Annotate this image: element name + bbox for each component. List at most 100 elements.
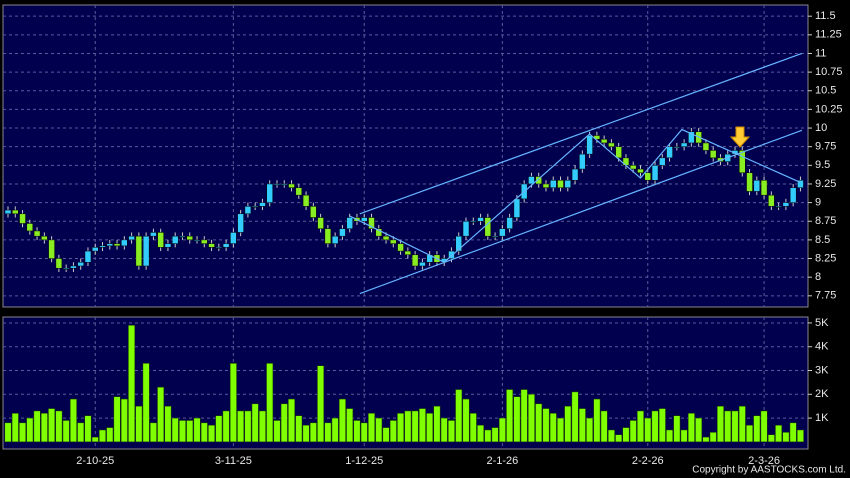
candle-body [491, 235, 499, 238]
candle-body [164, 243, 172, 248]
volume-bar [360, 422, 368, 443]
candle-body [339, 228, 346, 237]
candle-body [281, 183, 288, 186]
candle-body [753, 179, 761, 192]
volume-bar [186, 420, 194, 443]
candle-body [470, 220, 477, 223]
volume-bar [651, 410, 659, 443]
candle-body [709, 150, 717, 159]
candle-body [455, 235, 462, 252]
candle-body [19, 213, 26, 224]
candle-body [608, 142, 615, 147]
candle-body [462, 220, 470, 237]
candle-body [70, 265, 77, 269]
candle-body [659, 157, 666, 166]
volume-bar [77, 422, 85, 443]
candle-body [499, 228, 506, 237]
volume-bar [607, 429, 615, 443]
candle-body [266, 183, 273, 203]
volume-bar [586, 417, 594, 443]
volume-bar [368, 413, 375, 443]
volume-bar [695, 417, 703, 443]
volume-bar [491, 427, 499, 443]
x-tick-label: 1-12-25 [345, 455, 383, 467]
volume-bar [120, 398, 128, 443]
volume-bar [687, 413, 695, 443]
candle-body [128, 235, 135, 241]
volume-bar [55, 410, 63, 443]
volume-bar [338, 398, 346, 443]
y-tick-label: 11 [815, 47, 826, 59]
y-tick-label: 9.5 [815, 159, 830, 171]
candle-body [629, 165, 637, 170]
volume-bar [789, 422, 797, 443]
volume-bar [535, 403, 543, 443]
price-panel [2, 4, 809, 308]
candle-body [55, 258, 63, 269]
volume-bar [782, 432, 790, 443]
candle-body [324, 228, 332, 244]
candle-body [600, 138, 608, 144]
candle-body [557, 179, 564, 188]
volume-bar [295, 415, 303, 443]
candle-body [571, 168, 579, 181]
volume-bar [644, 417, 652, 443]
volume-bar [4, 422, 12, 443]
volume-bar [404, 410, 412, 443]
candle-body [135, 235, 143, 267]
volume-bar [157, 386, 165, 443]
candle-body [564, 179, 572, 188]
volume-bar [622, 427, 630, 443]
y-tick-label: 10.5 [815, 85, 836, 97]
trend-line [359, 52, 803, 215]
volume-bar [658, 408, 666, 443]
volume-bar [455, 389, 463, 443]
candle-body [222, 243, 230, 248]
candle-body [41, 235, 48, 241]
candle-body [739, 150, 746, 174]
candle-body [77, 262, 84, 267]
volume-bar [593, 398, 601, 443]
candle-body [273, 183, 281, 186]
volume-bar [506, 389, 514, 443]
volume-bar [259, 410, 266, 443]
candle-body [4, 209, 12, 215]
y-tick-label: 9.25 [815, 178, 836, 190]
volume-bar [462, 398, 470, 443]
candle-body [484, 217, 492, 237]
y-tick-label: 3K [815, 364, 829, 376]
candle-body [360, 217, 368, 222]
candle-body [251, 206, 259, 208]
candle-body [62, 267, 70, 270]
x-tick-label: 2-3-26 [748, 455, 780, 467]
candle-body [528, 176, 535, 185]
x-tick-label: 2-10-25 [76, 455, 114, 467]
candle-body [84, 250, 92, 263]
volume-bar [171, 417, 179, 443]
y-tick-label: 9.75 [815, 141, 836, 153]
candle-body [477, 217, 484, 222]
volume-bar [724, 410, 732, 443]
candle-body [171, 235, 179, 244]
volume-bar [775, 424, 783, 443]
y-tick-label: 5K [815, 317, 829, 329]
volume-bar [331, 417, 339, 443]
volume-bar [448, 420, 455, 443]
volume-bar [266, 363, 274, 443]
candle-body [680, 142, 688, 147]
volume-bar [411, 410, 419, 443]
candle-body [295, 187, 303, 196]
y-tick-label: 8 [815, 271, 821, 283]
volume-bar [346, 408, 354, 443]
candle-body [775, 206, 782, 208]
candle-body [615, 146, 622, 159]
candle-body [535, 176, 542, 185]
volume-bar [222, 410, 230, 443]
candle-body [448, 250, 455, 259]
volume-bar [353, 420, 361, 443]
y-tick-label: 8.75 [815, 215, 836, 227]
candle-body [768, 194, 775, 207]
volume-bar [680, 429, 688, 443]
volume-bar [229, 363, 237, 443]
